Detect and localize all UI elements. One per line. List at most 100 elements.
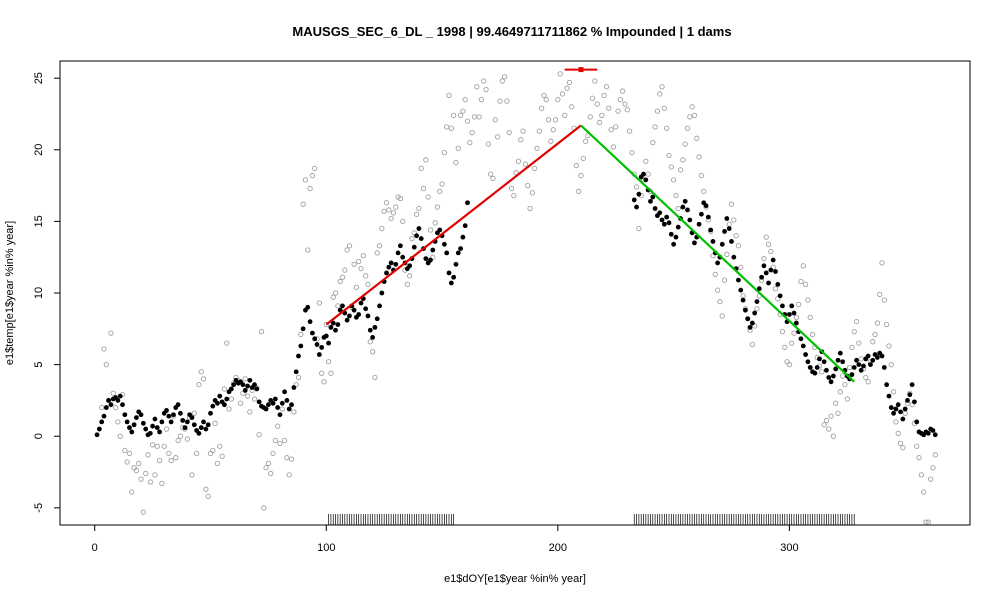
- open-point: [404, 281, 410, 288]
- open-point: [131, 465, 137, 471]
- open-point: [494, 134, 501, 140]
- filled-point: [157, 429, 162, 435]
- filled-point: [205, 422, 211, 428]
- rising-segment: [325, 124, 582, 326]
- open-point: [298, 331, 304, 338]
- open-point: [492, 117, 498, 123]
- open-point: [650, 139, 656, 146]
- filled-point: [256, 399, 262, 405]
- open-point: [177, 433, 184, 439]
- filled-point: [817, 356, 822, 362]
- open-point: [488, 171, 494, 177]
- open-point: [362, 273, 369, 279]
- open-point: [346, 243, 353, 249]
- filled-point: [344, 317, 350, 323]
- open-point: [830, 433, 837, 439]
- open-point: [173, 455, 179, 461]
- open-point: [374, 250, 380, 256]
- open-point: [532, 165, 538, 172]
- filled-point: [768, 267, 774, 273]
- open-point: [499, 78, 505, 84]
- open-point: [476, 114, 482, 120]
- filled-point: [217, 393, 223, 399]
- filled-point: [191, 422, 197, 428]
- filled-point: [851, 365, 857, 370]
- filled-point: [129, 429, 135, 435]
- filled-points: [94, 171, 938, 438]
- filled-point: [824, 367, 829, 373]
- open-point: [256, 432, 262, 438]
- open-point: [633, 184, 640, 190]
- open-point: [103, 361, 109, 368]
- open-point: [534, 145, 540, 152]
- open-point: [582, 138, 589, 144]
- filled-point: [458, 246, 463, 252]
- filled-point: [275, 405, 281, 410]
- open-point: [418, 165, 424, 172]
- filled-point: [770, 257, 776, 263]
- filled-point: [455, 250, 461, 256]
- open-point: [325, 359, 332, 365]
- open-point: [288, 456, 295, 462]
- filled-point: [309, 330, 315, 336]
- open-point: [330, 294, 336, 300]
- filled-point: [351, 307, 357, 313]
- open-point: [221, 386, 228, 392]
- open-point: [527, 205, 533, 212]
- open-point: [381, 208, 387, 215]
- open-point: [895, 430, 901, 436]
- open-point: [365, 281, 371, 288]
- open-point: [508, 185, 515, 192]
- open-point: [562, 112, 568, 119]
- open-point: [214, 460, 221, 467]
- filled-point: [316, 352, 322, 357]
- open-point: [673, 192, 679, 199]
- filled-point: [888, 405, 894, 410]
- open-point: [504, 98, 510, 104]
- open-point: [819, 369, 825, 375]
- open-point: [133, 467, 140, 474]
- breakpoint-marker: [578, 67, 584, 73]
- filled-point: [821, 359, 827, 365]
- open-point: [457, 112, 464, 119]
- open-point: [339, 274, 346, 280]
- open-point: [754, 306, 760, 312]
- open-point: [870, 339, 876, 345]
- filled-point: [210, 403, 216, 409]
- filled-point: [884, 382, 890, 388]
- open-point: [599, 112, 605, 119]
- filled-point: [272, 396, 278, 402]
- open-point: [923, 519, 929, 525]
- open-point: [286, 472, 292, 478]
- filled-point: [307, 319, 313, 325]
- filled-point: [305, 304, 311, 310]
- filled-point: [247, 377, 253, 383]
- open-point: [851, 329, 857, 335]
- filled-point: [870, 357, 876, 363]
- open-point: [316, 300, 322, 306]
- filled-point: [754, 299, 760, 304]
- open-point: [420, 185, 427, 192]
- open-point: [226, 406, 232, 412]
- open-point: [689, 104, 695, 110]
- open-point: [293, 382, 299, 388]
- open-point: [735, 243, 742, 249]
- filled-point: [184, 419, 190, 425]
- filled-point: [849, 372, 855, 378]
- open-point: [710, 253, 716, 259]
- open-point: [536, 128, 542, 134]
- open-point: [467, 139, 473, 146]
- filled-point: [115, 398, 121, 403]
- open-point: [166, 450, 172, 457]
- filled-point: [245, 383, 250, 389]
- filled-point: [666, 220, 672, 226]
- open-point: [152, 472, 158, 478]
- filled-point: [370, 334, 375, 340]
- open-point: [837, 389, 843, 395]
- open-point: [263, 465, 269, 471]
- filled-point: [673, 234, 679, 240]
- filled-point: [698, 211, 704, 217]
- filled-point: [242, 387, 248, 393]
- filled-point: [289, 402, 294, 408]
- open-point: [108, 330, 114, 336]
